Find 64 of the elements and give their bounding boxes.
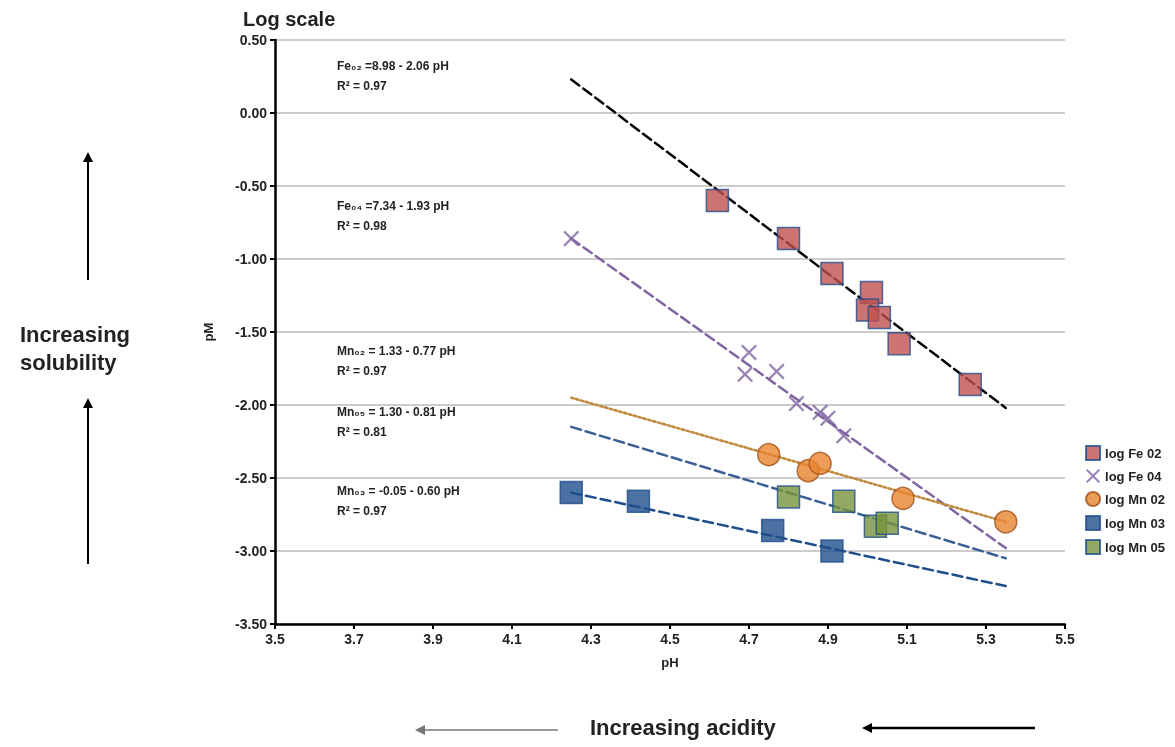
point xyxy=(958,372,982,397)
text: Increasing solubility xyxy=(20,321,131,375)
annotation: R² = 0.97 xyxy=(337,504,388,518)
legend-label: log Fe 04 xyxy=(1105,468,1163,484)
chart-title: Log scale xyxy=(243,8,336,30)
y-tick-label: -0.50 xyxy=(235,178,268,194)
y-tick-label: -1.00 xyxy=(235,251,268,267)
x-tick-label: 4.1 xyxy=(502,631,522,647)
point xyxy=(835,427,852,444)
annotation: Mn₀₂ = 1.33 - 0.77 pH xyxy=(337,344,456,358)
point xyxy=(563,230,580,247)
x-tick-label: 4.3 xyxy=(581,631,601,647)
x-tick-label: 3.5 xyxy=(265,631,285,647)
y-tick-label: -1.50 xyxy=(235,324,268,340)
x-tick-label: 3.9 xyxy=(423,631,443,647)
text: Increasing acidity xyxy=(590,714,777,740)
point xyxy=(820,539,844,563)
annotation: R² = 0.81 xyxy=(337,425,388,439)
point xyxy=(741,344,757,361)
point xyxy=(760,518,785,543)
annotation: R² = 0.98 xyxy=(337,219,388,233)
point xyxy=(776,226,801,251)
legend-label: log Mn 03 xyxy=(1105,515,1166,531)
x-tick-label: 5.1 xyxy=(897,631,917,647)
point xyxy=(808,451,832,476)
x-tick-label: 4.9 xyxy=(818,631,838,647)
point xyxy=(875,511,899,536)
point xyxy=(737,366,754,383)
x-tick-label: 4.5 xyxy=(660,631,680,647)
point xyxy=(757,442,781,467)
annotation: Fe₀₂ =8.98 - 2.06 pH xyxy=(337,59,449,73)
legend-label: log Mn 02 xyxy=(1105,491,1166,507)
y-axis-title: pM xyxy=(201,322,216,342)
point xyxy=(832,489,856,514)
legend-label: log Mn 05 xyxy=(1105,539,1166,555)
annotation: Mn₀₃ = -0.05 - 0.60 pH xyxy=(337,484,460,498)
y-tick-label: -2.00 xyxy=(235,397,268,413)
point xyxy=(994,510,1018,534)
legend-label: log Fe 02 xyxy=(1105,445,1162,461)
x-tick-label: 5.3 xyxy=(976,631,996,647)
annotation: R² = 0.97 xyxy=(337,79,388,93)
point xyxy=(867,305,892,330)
point xyxy=(820,410,836,427)
point xyxy=(626,489,651,514)
point xyxy=(705,188,730,213)
x-tick-label: 3.7 xyxy=(344,631,364,647)
point xyxy=(887,331,911,356)
y-tick-label: 0.50 xyxy=(239,32,268,48)
point xyxy=(820,261,844,286)
x-axis-title: pH xyxy=(661,655,679,670)
annotation: R² = 0.97 xyxy=(337,364,388,378)
y-tick-label: 0.00 xyxy=(239,105,268,121)
annotation: Mn₀₅ = 1.30 - 0.81 pH xyxy=(337,405,456,419)
y-tick-label: -2.50 xyxy=(235,470,268,486)
x-tick-label: 4.7 xyxy=(739,631,759,647)
point xyxy=(776,485,801,509)
y-tick-label: -3.00 xyxy=(235,543,268,559)
x-tick-label: 5.5 xyxy=(1055,631,1075,647)
y-tick-label: -3.50 xyxy=(235,616,268,632)
point xyxy=(559,480,583,505)
annotation: Fe₀₄ =7.34 - 1.93 pH xyxy=(337,199,450,213)
point xyxy=(768,363,785,380)
point xyxy=(891,486,915,511)
point xyxy=(788,395,805,412)
